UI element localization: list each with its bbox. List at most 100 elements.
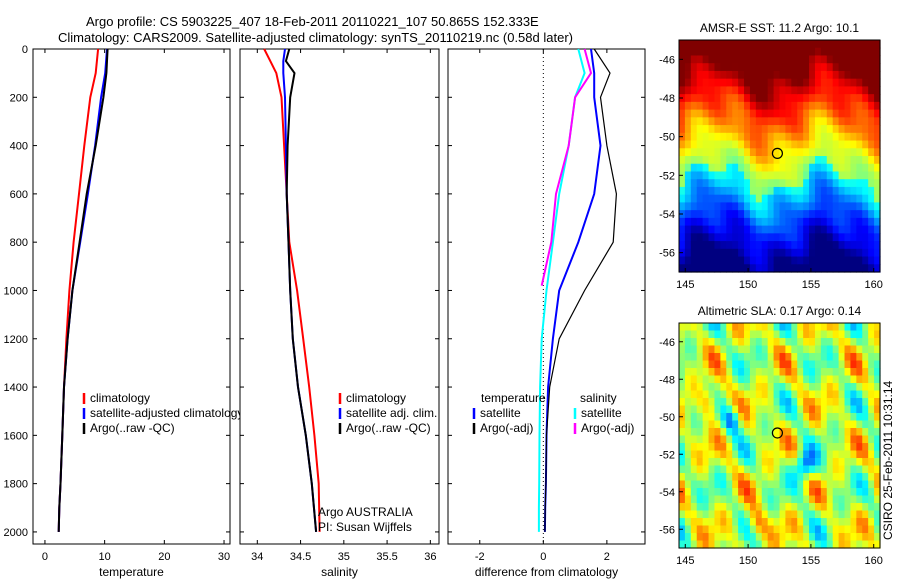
map-cell <box>726 171 733 180</box>
map-cell <box>720 47 727 57</box>
map-cell <box>779 117 787 126</box>
map-cell <box>767 225 775 234</box>
map-cell <box>862 525 869 534</box>
map-cell <box>702 330 710 339</box>
map-cell <box>720 156 727 165</box>
map-cell <box>797 210 804 219</box>
map-cell <box>773 186 781 196</box>
map-cell <box>708 540 716 549</box>
map-cell <box>791 47 798 57</box>
map-cell <box>755 55 763 64</box>
map-cell <box>791 518 798 527</box>
map-cell <box>696 202 704 211</box>
map-cell <box>832 383 840 392</box>
map-cell <box>696 360 704 369</box>
map-cell <box>702 225 710 234</box>
map-cell <box>874 360 881 369</box>
map-cell <box>720 443 727 452</box>
map-cell <box>797 40 804 49</box>
map-cell <box>684 518 692 527</box>
map-cell <box>755 47 763 57</box>
map-cell <box>832 233 840 242</box>
map-cell <box>856 40 863 49</box>
map-cell <box>767 405 775 414</box>
salinity-panel: 34 34.5 35 35.5 36salinityclimatologysatelli… <box>239 48 440 579</box>
map-cell <box>684 338 692 347</box>
map-cell <box>856 55 863 64</box>
map-cell <box>755 330 763 339</box>
map-cell <box>720 86 727 95</box>
map-cell <box>744 225 751 234</box>
map-cell <box>844 117 852 126</box>
map-cell <box>755 353 763 362</box>
map-cell <box>874 488 881 497</box>
map-cell <box>838 70 846 80</box>
map-cell <box>708 360 716 369</box>
map-cell <box>779 420 787 429</box>
map-cell <box>684 503 692 512</box>
map-cell <box>744 540 751 549</box>
map-cell <box>809 330 816 339</box>
map-cell <box>797 405 804 414</box>
map-cell <box>744 40 751 49</box>
map-cell <box>850 225 857 234</box>
map-cell <box>702 148 710 157</box>
map-cell <box>738 125 745 134</box>
map-cell <box>679 241 686 250</box>
map-cell <box>832 495 840 504</box>
map-cell <box>732 480 739 489</box>
map-cell <box>779 390 787 399</box>
map-cell <box>714 63 721 72</box>
map-cell <box>702 435 710 444</box>
map-cell <box>797 510 804 519</box>
map-cell <box>679 540 686 549</box>
map-cell <box>708 248 716 258</box>
map-cell <box>773 125 781 134</box>
map-cell <box>862 63 869 72</box>
map-cell <box>744 171 751 180</box>
map-cell <box>820 256 828 265</box>
map-cell <box>826 241 834 250</box>
map-cell <box>702 540 710 549</box>
map-cell <box>803 383 810 392</box>
map-cell <box>791 179 798 188</box>
map-cell <box>874 264 881 273</box>
map-cell <box>744 140 751 149</box>
map-cell <box>826 398 834 407</box>
map-cell <box>732 518 739 527</box>
map-cell <box>862 518 869 527</box>
map-cell <box>832 338 840 347</box>
map-cell <box>874 186 881 196</box>
map-cell <box>838 217 846 227</box>
map-cell <box>844 70 852 80</box>
map-cell <box>797 202 804 211</box>
map-cell <box>868 405 875 414</box>
map-cell <box>838 101 846 111</box>
map-cell <box>785 86 792 95</box>
map-cell <box>838 345 846 354</box>
map-cell <box>803 217 810 227</box>
map-cell <box>844 540 852 549</box>
map-cell <box>708 338 716 347</box>
map-cell <box>720 413 727 422</box>
map-cell <box>826 413 834 422</box>
map-cell <box>797 47 804 57</box>
map-cell <box>862 473 869 482</box>
map-cell <box>856 480 863 489</box>
map-cell <box>785 473 792 482</box>
map-cell <box>684 241 692 250</box>
map-cell <box>868 345 875 354</box>
map-cell <box>820 420 828 429</box>
map-cell <box>684 398 692 407</box>
map-cell <box>720 63 727 72</box>
map-cell <box>702 338 710 347</box>
map-cell <box>679 345 686 354</box>
y-tick-label: -56 <box>659 248 675 260</box>
map-cell <box>738 86 745 95</box>
map-cell <box>797 156 804 165</box>
map-cell <box>761 63 769 72</box>
map-cell <box>814 40 822 49</box>
map-cell <box>826 117 834 126</box>
map-cell <box>767 101 775 111</box>
map-cell <box>862 510 869 519</box>
